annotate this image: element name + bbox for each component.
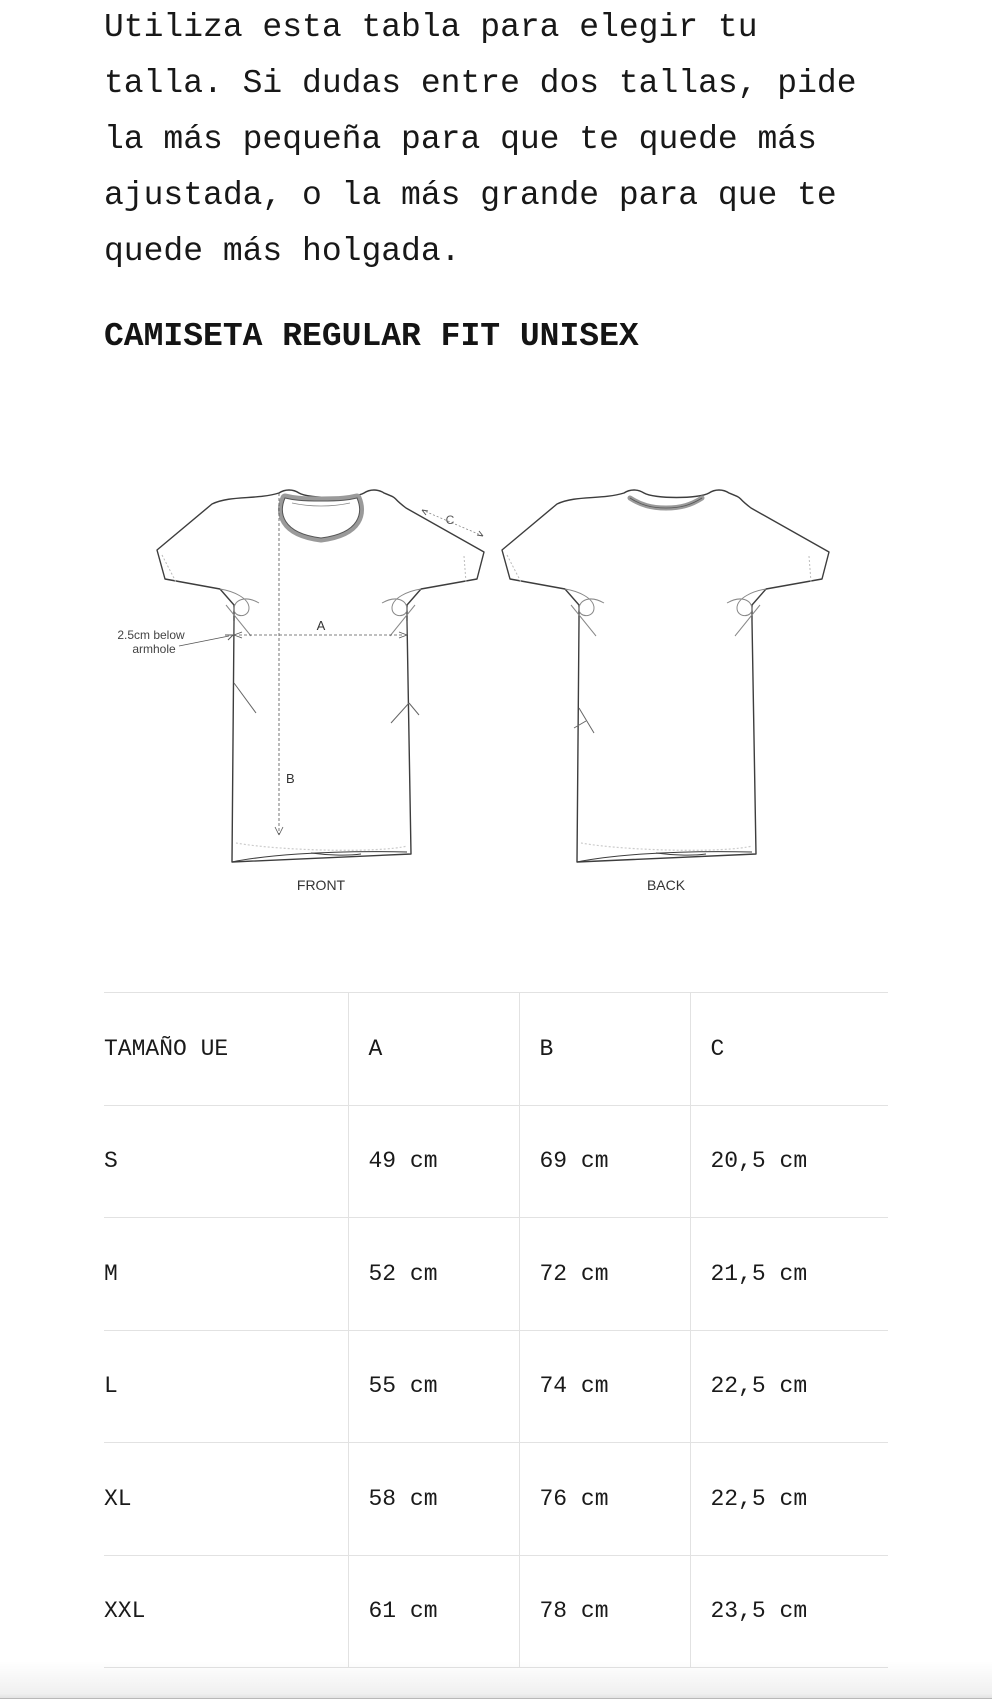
svg-text:B: B <box>286 771 295 786</box>
svg-text:2.5cm below: 2.5cm below <box>117 628 185 642</box>
svg-text:armhole: armhole <box>132 642 176 656</box>
svg-text:C: C <box>446 513 455 527</box>
svg-text:A: A <box>317 618 326 633</box>
svg-text:FRONT: FRONT <box>297 877 346 893</box>
svg-text:BACK: BACK <box>647 877 686 893</box>
